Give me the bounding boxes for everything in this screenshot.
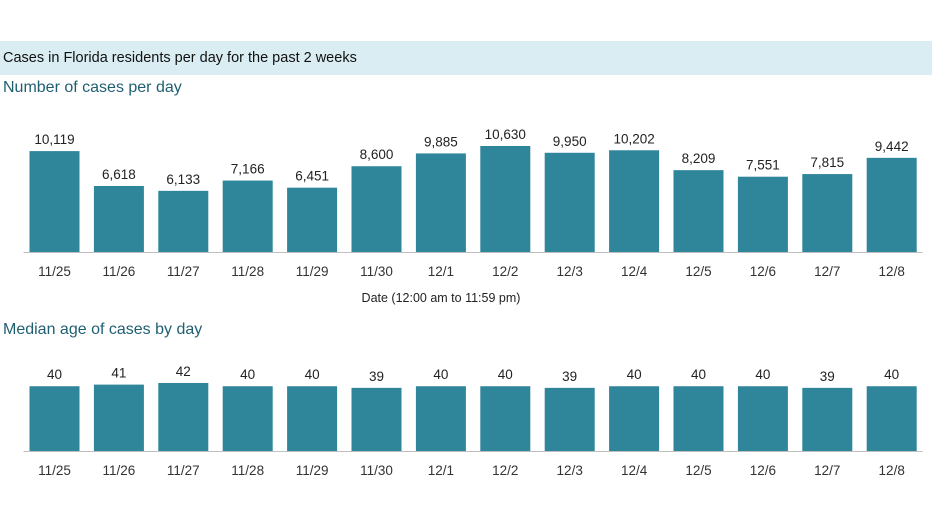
age-bar: [29, 386, 80, 451]
cases-x-tick-label: 12/1: [428, 264, 454, 279]
age-bar: [351, 387, 402, 451]
cases-bar: [29, 151, 80, 252]
age-data-label: 39: [562, 369, 577, 384]
cases-x-tick-label: 12/4: [621, 264, 648, 279]
cases-bar: [673, 170, 724, 252]
cases-bar: [93, 186, 144, 252]
cases-data-label: 7,815: [810, 155, 844, 170]
cases-bar: [222, 180, 273, 252]
cases-bar: [158, 190, 209, 252]
age-data-label: 40: [305, 367, 320, 382]
cases-data-label: 8,209: [682, 151, 716, 166]
age-data-label: 40: [498, 367, 513, 382]
cases-x-tick-label: 12/2: [492, 264, 518, 279]
cases-data-label: 6,451: [295, 169, 329, 184]
age-bar: [737, 386, 788, 451]
cases-x-tick-label: 11/28: [231, 264, 264, 279]
age-data-label: 41: [111, 366, 126, 381]
cases-x-tick-label: 12/5: [685, 264, 711, 279]
cases-bar: [480, 146, 531, 252]
age-bar: [673, 386, 724, 451]
age-x-tick-label: 11/26: [103, 463, 136, 478]
cases-data-label: 10,202: [613, 131, 654, 146]
age-x-tick-label: 11/25: [38, 463, 71, 478]
age-bar: [544, 387, 595, 451]
age-x-tick-label: 11/30: [360, 463, 393, 478]
age-chart-title: Median age of cases by day: [3, 321, 203, 338]
cases-x-tick-label: 11/25: [38, 264, 71, 279]
age-data-label: 40: [627, 367, 642, 382]
cases-data-label: 8,600: [360, 147, 394, 162]
age-bar: [93, 384, 144, 451]
age-bar: [609, 386, 660, 451]
cases-x-tick-label: 12/7: [814, 264, 840, 279]
age-data-label: 40: [691, 367, 706, 382]
cases-x-tick-label: 11/30: [360, 264, 393, 279]
age-data-label: 40: [240, 367, 255, 382]
cases-data-label: 10,630: [485, 127, 526, 142]
cases-bar: [737, 176, 788, 252]
age-bar: [222, 386, 273, 451]
cases-x-tick-label: 12/6: [750, 264, 776, 279]
age-data-label: 40: [47, 367, 62, 382]
cases-data-label: 6,133: [166, 172, 200, 187]
cases-data-label: 9,885: [424, 134, 458, 149]
cases-bar: [415, 153, 466, 252]
age-x-tick-label: 12/1: [428, 463, 454, 478]
cases-bar: [287, 187, 338, 252]
age-bar: [287, 386, 338, 451]
cases-data-label: 6,618: [102, 167, 136, 182]
cases-x-tick-label: 11/29: [296, 264, 329, 279]
age-x-tick-label: 12/3: [557, 463, 583, 478]
age-x-tick-label: 12/7: [814, 463, 840, 478]
age-x-tick-label: 11/28: [231, 463, 264, 478]
age-bar: [415, 386, 466, 451]
age-x-tick-label: 12/8: [879, 463, 905, 478]
age-data-label: 39: [369, 369, 384, 384]
cases-x-tick-label: 12/3: [557, 264, 583, 279]
cases-bar: [802, 174, 853, 252]
header-band: [0, 41, 932, 75]
age-bar: [866, 386, 917, 451]
cases-data-label: 9,950: [553, 134, 587, 149]
cases-bar: [866, 157, 917, 252]
age-bar: [480, 386, 531, 451]
age-data-label: 40: [433, 367, 448, 382]
cases-x-tick-label: 12/8: [879, 264, 905, 279]
cases-x-tick-label: 11/26: [103, 264, 136, 279]
age-x-tick-label: 11/29: [296, 463, 329, 478]
age-data-label: 40: [884, 367, 899, 382]
age-data-label: 39: [820, 369, 835, 384]
age-data-label: 42: [176, 364, 191, 379]
age-x-tick-label: 11/27: [167, 463, 200, 478]
age-x-tick-label: 12/2: [492, 463, 518, 478]
cases-data-label: 7,551: [746, 158, 780, 173]
cases-bar: [609, 150, 660, 252]
age-x-tick-label: 12/5: [685, 463, 711, 478]
cases-bar: [351, 166, 402, 252]
cases-data-label: 9,442: [875, 139, 909, 154]
cases-data-label: 7,166: [231, 162, 265, 177]
cases-bar: [544, 152, 595, 252]
cases-chart-title: Number of cases per day: [3, 79, 182, 96]
cases-x-tick-label: 11/27: [167, 264, 200, 279]
age-x-tick-label: 12/6: [750, 463, 776, 478]
age-data-label: 40: [755, 367, 770, 382]
age-bar: [802, 387, 853, 451]
cases-x-axis-title: Date (12:00 am to 11:59 pm): [362, 291, 521, 305]
page-title: Cases in Florida residents per day for t…: [3, 50, 357, 66]
age-bar: [158, 383, 209, 451]
cases-data-label: 10,119: [34, 132, 74, 147]
age-x-tick-label: 12/4: [621, 463, 648, 478]
